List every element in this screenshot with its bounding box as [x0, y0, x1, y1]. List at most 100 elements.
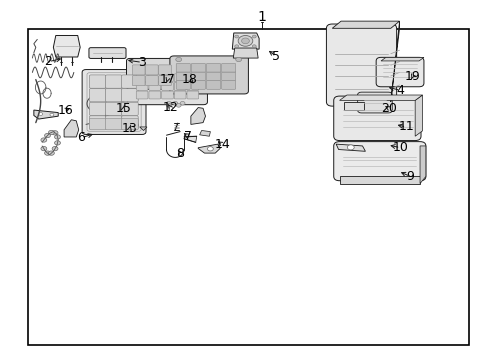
Polygon shape	[233, 48, 258, 58]
FancyBboxPatch shape	[82, 69, 146, 134]
Polygon shape	[380, 57, 423, 61]
FancyBboxPatch shape	[191, 63, 205, 72]
Text: 16: 16	[58, 104, 73, 117]
Circle shape	[172, 102, 177, 105]
Circle shape	[241, 38, 249, 44]
FancyBboxPatch shape	[169, 56, 248, 94]
Circle shape	[238, 36, 252, 46]
FancyBboxPatch shape	[136, 91, 148, 99]
Text: 14: 14	[215, 138, 230, 151]
Polygon shape	[183, 136, 196, 142]
FancyBboxPatch shape	[186, 74, 198, 82]
FancyBboxPatch shape	[221, 81, 235, 89]
Circle shape	[175, 57, 181, 62]
Text: 20: 20	[380, 102, 396, 115]
Circle shape	[166, 104, 171, 107]
FancyBboxPatch shape	[105, 118, 122, 130]
Circle shape	[39, 113, 42, 116]
FancyBboxPatch shape	[126, 58, 179, 89]
FancyBboxPatch shape	[89, 89, 106, 102]
Text: 18: 18	[182, 73, 198, 86]
FancyBboxPatch shape	[127, 68, 207, 105]
FancyBboxPatch shape	[89, 118, 106, 130]
Polygon shape	[339, 95, 422, 100]
FancyBboxPatch shape	[174, 74, 185, 82]
Polygon shape	[199, 131, 210, 136]
FancyBboxPatch shape	[136, 74, 148, 82]
FancyBboxPatch shape	[161, 82, 173, 90]
Text: 9: 9	[406, 170, 413, 183]
FancyBboxPatch shape	[89, 116, 106, 129]
FancyBboxPatch shape	[89, 48, 126, 58]
Text: 3: 3	[138, 56, 146, 69]
Text: 15: 15	[115, 102, 131, 115]
Circle shape	[50, 113, 54, 116]
Circle shape	[180, 102, 184, 105]
FancyBboxPatch shape	[149, 74, 160, 82]
FancyBboxPatch shape	[176, 72, 190, 81]
Polygon shape	[419, 146, 425, 184]
FancyBboxPatch shape	[186, 82, 198, 90]
Polygon shape	[232, 33, 259, 49]
Circle shape	[234, 35, 238, 38]
FancyBboxPatch shape	[326, 24, 396, 106]
Polygon shape	[390, 21, 399, 102]
Circle shape	[41, 138, 47, 142]
FancyBboxPatch shape	[221, 63, 235, 72]
FancyBboxPatch shape	[122, 75, 138, 88]
FancyBboxPatch shape	[105, 89, 122, 102]
FancyBboxPatch shape	[191, 72, 205, 81]
Circle shape	[128, 122, 138, 129]
FancyBboxPatch shape	[176, 81, 190, 89]
FancyBboxPatch shape	[89, 102, 106, 116]
FancyBboxPatch shape	[149, 91, 160, 99]
FancyBboxPatch shape	[132, 76, 145, 86]
FancyBboxPatch shape	[158, 65, 171, 75]
FancyBboxPatch shape	[161, 91, 173, 99]
Text: 5: 5	[272, 50, 280, 63]
FancyBboxPatch shape	[89, 75, 106, 88]
Polygon shape	[344, 102, 363, 110]
FancyBboxPatch shape	[136, 82, 148, 90]
FancyBboxPatch shape	[333, 141, 425, 181]
Polygon shape	[64, 120, 79, 137]
Polygon shape	[331, 21, 399, 28]
FancyBboxPatch shape	[161, 74, 173, 82]
FancyBboxPatch shape	[221, 72, 235, 81]
Circle shape	[44, 134, 50, 138]
FancyBboxPatch shape	[206, 81, 220, 89]
FancyBboxPatch shape	[122, 118, 138, 130]
Circle shape	[131, 123, 136, 127]
Circle shape	[55, 141, 61, 145]
Circle shape	[176, 104, 181, 107]
FancyBboxPatch shape	[149, 82, 160, 90]
Circle shape	[234, 45, 238, 48]
FancyBboxPatch shape	[105, 75, 122, 88]
FancyBboxPatch shape	[206, 63, 220, 72]
Circle shape	[48, 151, 54, 155]
Circle shape	[166, 102, 171, 105]
FancyBboxPatch shape	[174, 91, 185, 99]
FancyBboxPatch shape	[145, 76, 158, 86]
Text: 11: 11	[398, 121, 413, 134]
Circle shape	[44, 151, 50, 155]
FancyBboxPatch shape	[206, 72, 220, 81]
Circle shape	[346, 145, 353, 150]
Text: 4: 4	[396, 84, 404, 97]
FancyBboxPatch shape	[145, 65, 158, 75]
Circle shape	[235, 57, 241, 62]
FancyBboxPatch shape	[191, 81, 205, 89]
Text: 1: 1	[257, 10, 265, 24]
Polygon shape	[190, 108, 205, 125]
Text: 12: 12	[162, 101, 178, 114]
Circle shape	[55, 135, 61, 139]
Polygon shape	[34, 110, 58, 119]
Polygon shape	[339, 176, 419, 184]
FancyBboxPatch shape	[333, 96, 420, 140]
Text: 7: 7	[184, 130, 192, 143]
Circle shape	[41, 147, 47, 151]
FancyBboxPatch shape	[174, 82, 185, 90]
Text: 19: 19	[404, 69, 420, 82]
FancyBboxPatch shape	[176, 63, 190, 72]
Circle shape	[52, 131, 58, 135]
